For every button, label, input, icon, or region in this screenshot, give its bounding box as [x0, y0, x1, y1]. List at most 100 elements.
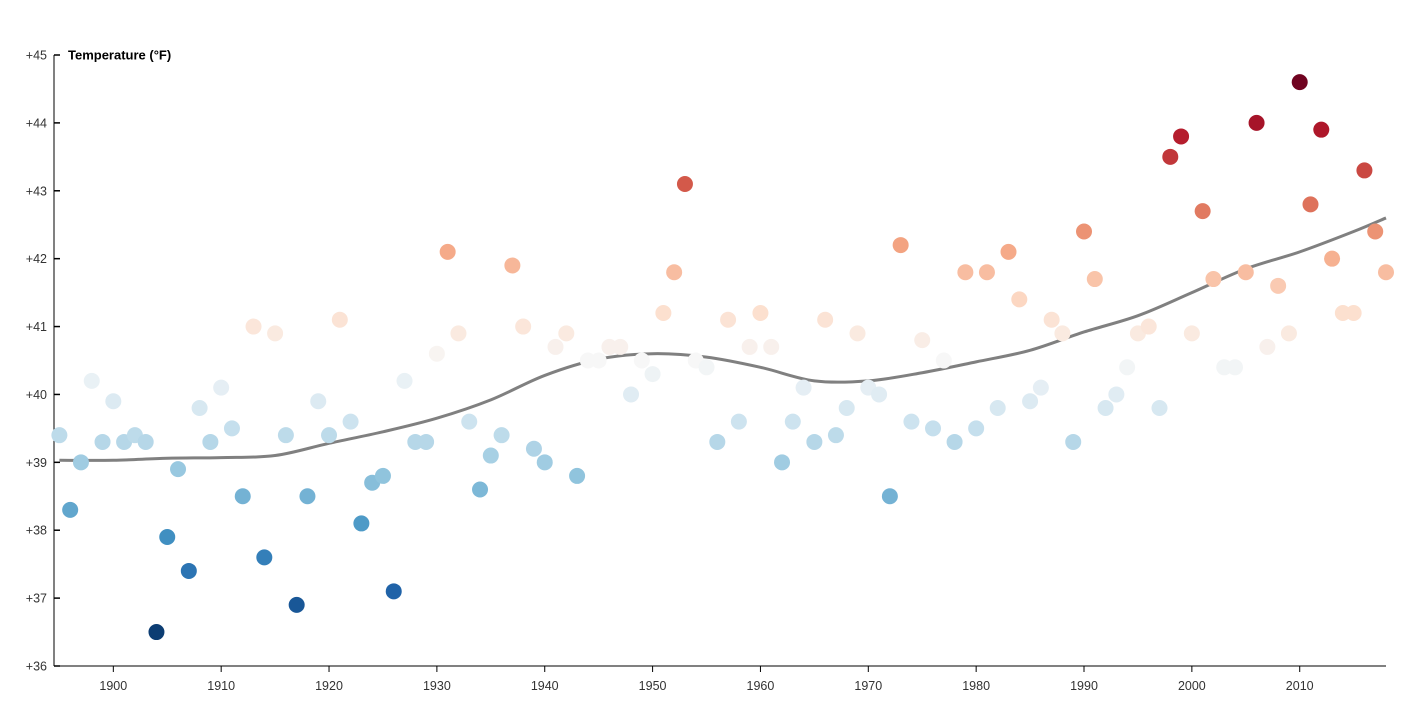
data-point [784, 413, 801, 430]
data-point [1183, 325, 1200, 342]
data-point [472, 481, 489, 498]
data-point [482, 447, 499, 464]
data-point [1011, 291, 1028, 308]
data-point [806, 433, 823, 450]
data-point [881, 488, 898, 505]
data-point [105, 393, 122, 410]
data-point [1151, 400, 1168, 417]
data-point [1270, 277, 1287, 294]
data-point [968, 420, 985, 437]
data-point [547, 338, 564, 355]
data-point [741, 338, 758, 355]
data-point [1108, 386, 1125, 403]
data-point [159, 529, 176, 546]
y-tick-label: +36 [26, 660, 47, 674]
data-point [903, 413, 920, 430]
data-point [396, 372, 413, 389]
data-point [504, 257, 521, 274]
data-point [1227, 359, 1244, 376]
data-point [72, 454, 89, 471]
y-tick-label: +44 [26, 116, 47, 130]
data-point [256, 549, 273, 566]
data-point [62, 501, 79, 518]
data-point [957, 264, 974, 281]
data-point [709, 433, 726, 450]
data-point [191, 400, 208, 417]
data-point [536, 454, 553, 471]
data-point [1119, 359, 1136, 376]
x-tick-label: 2010 [1286, 679, 1314, 693]
data-point [385, 583, 402, 600]
data-point [666, 264, 683, 281]
data-point [288, 596, 305, 613]
y-tick-label: +42 [26, 252, 47, 266]
y-tick-label: +41 [26, 320, 47, 334]
y-tick-label: +38 [26, 524, 47, 538]
y-axis: +36 +37 +38 +39 +40 +41 +42 +43 +44 +45 [26, 49, 60, 674]
data-point [1173, 128, 1190, 145]
data-point [1259, 338, 1276, 355]
x-axis: 1900 1910 1920 1930 1940 1950 1960 1970 1980 1990… [54, 665, 1386, 693]
x-tick-label: 1980 [962, 679, 990, 693]
data-point [180, 562, 197, 579]
data-point [331, 311, 348, 328]
x-tick-label: 1930 [423, 679, 451, 693]
data-point [838, 400, 855, 417]
data-point [1054, 325, 1071, 342]
y-tick-label: +45 [26, 49, 47, 63]
data-point [1000, 243, 1017, 260]
data-point [1345, 304, 1362, 321]
data-point [935, 352, 952, 369]
data-point [439, 243, 456, 260]
data-point [612, 338, 629, 355]
x-tick-label: 1990 [1070, 679, 1098, 693]
data-point [1194, 203, 1211, 220]
data-point [1302, 196, 1319, 213]
data-point [213, 379, 230, 396]
x-tick-label: 1940 [531, 679, 559, 693]
data-point [1367, 223, 1384, 240]
data-point [245, 318, 262, 335]
data-point [1086, 271, 1103, 288]
x-tick-label: 1960 [747, 679, 775, 693]
data-point [223, 420, 240, 437]
data-point [1043, 311, 1060, 328]
data-point [1291, 74, 1308, 91]
data-point [720, 311, 737, 328]
data-point [1022, 393, 1039, 410]
data-point [234, 488, 251, 505]
data-point [1356, 162, 1373, 179]
data-point [353, 515, 370, 532]
data-point [342, 413, 359, 430]
data-point [590, 352, 607, 369]
data-point [1313, 121, 1330, 138]
x-tick-label: 1970 [854, 679, 882, 693]
data-point [1248, 114, 1265, 131]
data-point [871, 386, 888, 403]
data-point [51, 427, 68, 444]
x-tick-label: 1910 [207, 679, 235, 693]
data-point [914, 332, 931, 349]
data-point [1097, 400, 1114, 417]
data-point [1280, 325, 1297, 342]
data-points [51, 74, 1394, 641]
data-point [1076, 223, 1093, 240]
data-point [1162, 148, 1179, 165]
y-tick-label: +40 [26, 388, 47, 402]
data-point [515, 318, 532, 335]
data-point [644, 366, 661, 383]
data-point [310, 393, 327, 410]
data-point [676, 175, 693, 192]
data-point [763, 338, 780, 355]
data-point [558, 325, 575, 342]
data-point [752, 304, 769, 321]
data-point [418, 433, 435, 450]
data-point [461, 413, 478, 430]
data-point [946, 433, 963, 450]
y-tick-label: +39 [26, 456, 47, 470]
data-point [827, 427, 844, 444]
data-point [774, 454, 791, 471]
data-point [925, 420, 942, 437]
data-point [493, 427, 510, 444]
